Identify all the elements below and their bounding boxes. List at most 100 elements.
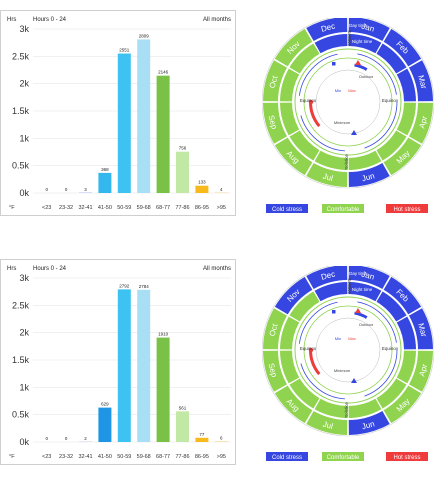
bar	[156, 75, 170, 193]
middle-ring-segment	[289, 291, 320, 322]
outer-ring-segment	[306, 18, 348, 42]
middle-ring-segment	[289, 378, 320, 409]
data-label: 2809	[139, 33, 150, 38]
data-label: 3	[84, 187, 87, 192]
inner-trace-blue	[298, 52, 398, 152]
marker-red	[355, 60, 361, 65]
cold-stress-arc	[354, 311, 368, 319]
outer-ring-segment	[263, 308, 288, 350]
x-tick-label: 50-59	[117, 205, 131, 211]
y-tick-label: 0.5k	[12, 410, 30, 420]
psychro-clock-bottom: Jan Feb Mar Apr May Jun Jul Aug Sep Oct Nov Dec Day …	[262, 266, 434, 462]
x-axis-unit: °F	[9, 205, 15, 211]
data-label: 2792	[119, 283, 130, 288]
inner-label-outdoor: Outdoor	[359, 74, 374, 79]
chart-title: Hours 0 - 24	[33, 17, 67, 23]
outer-ring-segment	[408, 102, 433, 144]
inner-label-min: Min	[335, 336, 341, 341]
bar	[117, 289, 131, 442]
y-axis-label: Hrs	[7, 17, 16, 23]
histogram-chart-top: Hrs Hours 0 - 24 All months 0k 0.5k 1k 1.5k 2k 2…	[7, 17, 231, 211]
x-tick-label: 77-86	[175, 454, 189, 460]
x-tick-label: <23	[42, 454, 51, 460]
data-label: 2	[84, 436, 87, 441]
bar	[98, 407, 112, 442]
y-tick-label: 0k	[19, 188, 29, 198]
inner-trace-blue	[298, 300, 398, 400]
middle-ring-segment	[376, 43, 407, 74]
y-tick-label: 1.5k	[12, 355, 30, 365]
x-tick-label: 23-32	[59, 454, 73, 460]
season-label-solstice-top: Solstice	[347, 30, 352, 46]
season-label-solstice-top: Solstice	[347, 278, 352, 294]
legend-swatch	[266, 452, 308, 461]
x-tick-label: 50-59	[117, 454, 131, 460]
bar	[137, 39, 151, 194]
ring-label-day: Day time	[349, 23, 367, 28]
x-tick-label: 23-32	[59, 205, 73, 211]
chart-title: Hours 0 - 24	[33, 266, 67, 272]
legend-label: Comfortable	[327, 455, 360, 461]
month-label: Jul	[322, 172, 334, 183]
bar	[137, 289, 151, 442]
outer-ring-segment	[306, 410, 348, 435]
y-tick-label: 0k	[19, 437, 29, 447]
outer-ring-segment	[348, 266, 390, 290]
inner-label-min: Min	[335, 88, 341, 93]
marker-blue	[332, 310, 336, 314]
data-label: 2551	[119, 48, 130, 53]
data-label: 0	[65, 436, 68, 441]
outer-ring-segment	[383, 28, 422, 67]
legend-swatch	[322, 204, 364, 213]
data-label: 561	[179, 405, 187, 410]
y-tick-label: 3k	[19, 24, 29, 34]
data-label: 6	[220, 436, 223, 441]
month-label: Jan	[361, 22, 376, 34]
outer-ring-segment	[306, 162, 348, 187]
month-label: Jul	[322, 420, 334, 431]
data-label: 0	[45, 436, 48, 441]
bar	[156, 337, 170, 442]
outer-ring-segment	[348, 18, 390, 42]
month-label: Mar	[416, 74, 428, 90]
histogram-chart-bottom: Hrs Hours 0 - 24 All months 0k 0.5k 1k 1.5k 2k 2…	[7, 266, 231, 460]
outer-ring-segment	[263, 60, 288, 102]
middle-ring-segment	[280, 316, 300, 350]
month-label: Sep	[266, 362, 279, 379]
legend-swatch	[322, 452, 364, 461]
legend-label: Cold stress	[272, 455, 302, 461]
inner-grid-circle	[315, 317, 381, 383]
x-tick-label: 68-77	[156, 205, 170, 211]
x-tick-label: >95	[217, 454, 226, 460]
middle-ring-segment	[289, 130, 320, 161]
data-label: 2146	[158, 70, 169, 75]
bar	[195, 437, 209, 442]
legend-label: Hot stress	[393, 455, 420, 461]
inner-label-max: Max	[348, 88, 356, 93]
chart-subtitle: All months	[203, 17, 231, 23]
middle-ring-segment	[376, 378, 407, 409]
middle-ring-segment	[314, 34, 348, 54]
x-tick-label: 41-50	[98, 205, 112, 211]
marker-blue	[332, 62, 336, 66]
x-tick-label: <23	[42, 205, 51, 211]
y-tick-label: 2.5k	[12, 51, 30, 61]
season-label-equinox-left: Equinox	[300, 98, 317, 103]
month-label: Jun	[361, 171, 376, 183]
data-label: 0	[65, 187, 68, 192]
x-tick-label: 77-86	[175, 205, 189, 211]
outer-ring-segment	[274, 137, 313, 176]
data-label: 0	[45, 187, 48, 192]
hot-marker	[308, 347, 314, 353]
data-label: 1910	[158, 332, 169, 337]
y-tick-label: 2k	[19, 328, 29, 338]
data-label: 2784	[139, 284, 150, 289]
outer-ring-segment	[408, 60, 433, 102]
y-tick-label: 0.5k	[12, 161, 30, 171]
x-tick-label: 86-95	[195, 205, 209, 211]
inner-trace-green	[303, 57, 393, 147]
legend-label: Comfortable	[327, 207, 360, 213]
inner-trace-green	[303, 305, 393, 395]
outer-border	[262, 266, 434, 437]
